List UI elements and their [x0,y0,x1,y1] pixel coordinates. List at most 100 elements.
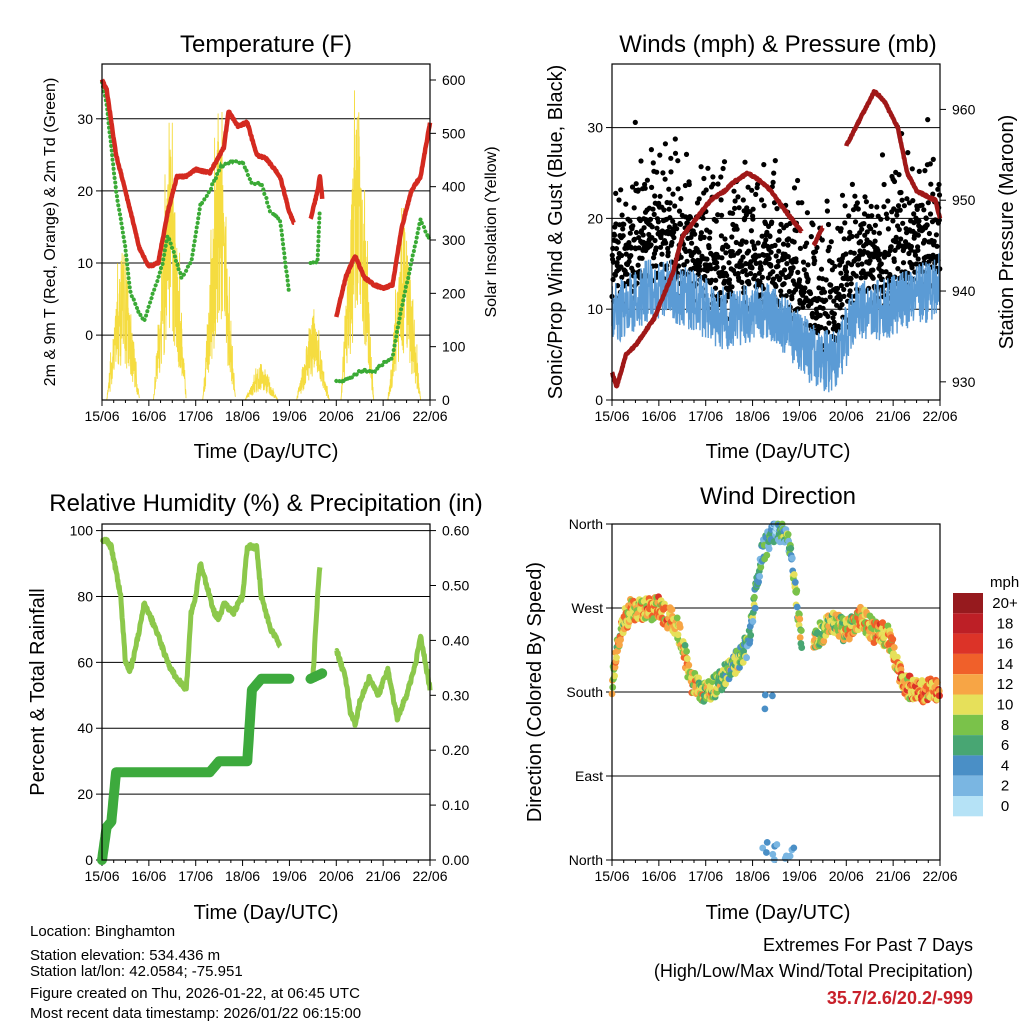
gust-point [665,245,671,252]
gust-point [746,248,752,254]
gust-point [618,187,624,193]
gust-point [629,184,636,190]
gust-point [633,229,640,236]
gust-point [932,217,938,223]
gust-point [868,203,874,209]
gust-point [821,289,828,295]
dewpoint-line [100,80,291,324]
gust-point [672,136,678,142]
colorbar-label: 4 [1001,757,1009,774]
gust-point [896,226,902,233]
gust-point [804,210,811,216]
gust-point [623,251,629,257]
solar-ylabel: Solar Insolation (Yellow) [483,146,500,317]
gust-point [682,182,689,189]
x-tick-label: 20/06 [829,408,864,424]
gust-point [826,320,832,326]
direction-point [763,839,771,846]
gust-point [854,200,861,206]
gust-point [761,203,767,209]
direction-point [763,849,770,856]
gust-point [839,302,845,308]
gust-point [705,165,711,171]
gust-point [927,161,933,167]
x-tick-label: 17/06 [178,408,213,424]
gust-point [613,246,620,252]
gust-point [838,282,845,289]
gust-point [868,226,874,232]
gust-point [896,240,902,247]
gust-point [709,277,715,283]
gust-point [653,245,659,251]
gust-point [696,249,702,255]
gust-point [852,219,859,225]
gust-point [844,282,850,288]
gust-point [666,224,673,230]
gust-point [843,269,850,275]
gust-point [876,230,883,236]
direction-points [608,520,943,864]
gust-point [739,279,745,285]
gust-point [775,263,781,269]
gust-point [827,294,833,300]
y2-tick-label: 0.00 [442,852,469,868]
direction-point [747,631,755,639]
gust-point [901,203,908,209]
gust-point [665,249,671,255]
gust-point [635,262,641,268]
gust-point [859,226,865,232]
gust-point [772,242,778,248]
gust-point [674,226,680,232]
x-tick-label: 19/06 [272,868,307,884]
gust-point [648,147,655,153]
direction-point [761,691,769,699]
gust-point [829,259,835,266]
gust-point [921,207,927,213]
y2-tick-label: 400 [442,179,466,195]
gust-point [895,266,901,272]
gust-point [701,175,707,182]
gust-point [669,239,675,246]
gust-point [659,251,665,257]
gust-point [816,285,822,291]
gust-point [718,174,724,180]
direction-point [743,654,750,662]
plot-frame [611,523,941,861]
gust-point [675,186,681,192]
gust-point [842,203,848,209]
gust-point [828,282,834,288]
x-tick-label: 22/06 [412,408,447,424]
direction-point [676,624,684,631]
y-tick-label: 20 [587,210,603,226]
gust-point [849,181,856,187]
direction-point [683,648,690,655]
x-tick-label: 19/06 [782,408,817,424]
gust-point [613,190,619,196]
gust-point [785,254,791,260]
y2-tick-label: 960 [952,101,976,117]
direction-point [761,705,769,713]
gust-point [772,158,778,164]
gust-point [729,234,735,240]
x-tick-label: 18/06 [225,868,260,884]
gust-point [734,226,740,232]
colorbar-swatch [953,613,983,634]
direction-point [661,604,669,612]
solar-insolation-line [202,111,236,401]
gust-point [731,188,737,194]
plot-frame [101,523,431,861]
gust-point [749,187,755,193]
gust-point [790,265,796,271]
gust-point [891,258,897,264]
gust-point [657,152,663,158]
gust-point [835,322,841,328]
x-tick-label: 20/06 [319,868,354,884]
y2-tick-label: 0.10 [442,797,469,813]
x-tick-label: 21/06 [366,868,401,884]
direction-point [769,850,777,858]
gust-points [609,117,943,363]
gust-point [805,262,811,268]
gust-point [755,240,761,246]
gust-point [620,226,626,232]
